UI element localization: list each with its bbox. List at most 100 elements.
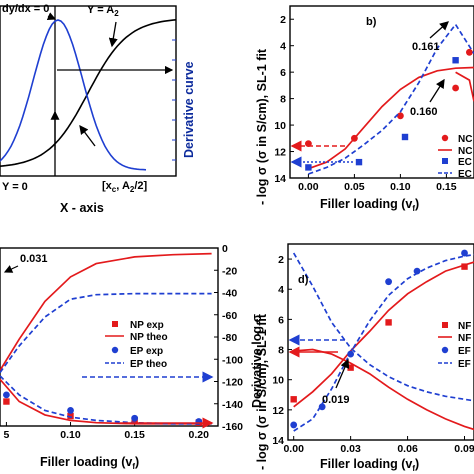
panel-c-ytick-label: -60 xyxy=(222,310,237,322)
panel-d-ytick-label: 6 xyxy=(278,314,284,326)
panel-b-data-point xyxy=(401,133,409,141)
panel-a: dy/dx = 0 Y = A2 Y = 0 [xc, A2/2] X - ax… xyxy=(0,3,196,215)
panel-c-series-line xyxy=(0,375,212,425)
panel-c-ytick-label: -80 xyxy=(222,332,237,344)
panel-c-data-point xyxy=(131,414,139,422)
panel-b-x-axis-end: ) xyxy=(415,197,419,211)
panel-a-xc-close: /2] xyxy=(134,180,147,192)
panel-d-xtick-label: 0.09 xyxy=(454,443,474,455)
panel-c-x-axis-sub: f xyxy=(132,462,135,471)
panel-c-x-axis-label: Filler loading (vf) xyxy=(40,455,139,471)
panel-c-data-point xyxy=(67,412,74,420)
panel-c: 5 0.10 0.15 0.20 -160 -140 -120 -100 -80 -60 -40 -2… xyxy=(0,243,264,471)
panel-d-data-point xyxy=(385,278,392,286)
panel-b-data-point xyxy=(452,84,459,92)
panel-b-legend-ec-exp-marker xyxy=(442,158,448,164)
panel-d-ytick-label: 2 xyxy=(278,254,284,266)
panel-c-x-axis-end: ) xyxy=(135,455,139,469)
panel-b-legend-ec-exp: EC xyxy=(458,157,472,168)
panel-d-legend-ef-theo: EF xyxy=(458,359,471,370)
panel-b-xtick-label: 0.15 xyxy=(436,181,457,193)
panel-c-xtick-label: 0.15 xyxy=(124,429,145,441)
panel-a-sigmoid-curve xyxy=(0,19,177,167)
panel-a-x-axis-label: X - axis xyxy=(60,201,104,215)
panel-c-xtick-label: 5 xyxy=(3,429,9,441)
panel-b-ytick-label: 10 xyxy=(274,120,286,132)
panel-d-ytick-label: 12 xyxy=(272,405,284,417)
panel-b-0161-arrow xyxy=(429,21,449,39)
panel-d-legend-ef-exp-marker xyxy=(441,346,449,354)
panel-c-xtick-label: 0.20 xyxy=(189,429,210,441)
panel-b-x-axis-sub: f xyxy=(412,204,415,213)
panel-d-legend: NF NF EF EF xyxy=(438,321,471,370)
panel-c-legend-ep-exp: EP exp xyxy=(130,346,163,357)
panel-b-ytick-label: 14 xyxy=(274,173,286,185)
panel-d-label: d) xyxy=(298,274,309,286)
panel-d-series-line xyxy=(293,348,474,431)
panel-d-series-line xyxy=(292,252,474,402)
panel-c-annotation-0031: 0.031 xyxy=(20,253,48,265)
panel-c-ytick-label: -140 xyxy=(222,399,243,411)
panel-a-dydx-arrow xyxy=(46,12,57,21)
panel-c-data-point xyxy=(3,398,10,405)
panel-a-a2-sub: 2 xyxy=(114,9,119,18)
panel-c-ytick-label: -160 xyxy=(222,421,243,433)
panel-d-ytick-label: 14 xyxy=(272,435,284,447)
panel-c-ytick-label: 0 xyxy=(222,243,228,255)
panel-d-legend-nf-exp: NF xyxy=(458,321,471,332)
panel-d-frame xyxy=(287,243,474,441)
panel-d-marks xyxy=(290,249,474,432)
panel-b-frame xyxy=(289,5,474,179)
panel-d-data-point xyxy=(318,403,326,411)
panel-d-data-point xyxy=(461,249,468,257)
panel-a-a2-main: Y = A xyxy=(87,4,114,16)
panel-c-frame xyxy=(0,247,219,427)
panel-d-x-axis-sub: f xyxy=(412,464,415,473)
panel-d-data-point xyxy=(290,421,298,429)
panel-b-y-axis-label: - log σ (σ in S/cm), SL-1 fit xyxy=(255,48,269,205)
panel-b-legend-nc-exp-marker xyxy=(441,134,449,142)
panel-b-marks xyxy=(305,23,474,175)
panel-b-data-point xyxy=(305,164,312,171)
panel-b-series-line xyxy=(308,66,474,170)
panel-d-annotation-0019: 0.019 xyxy=(322,394,350,406)
panel-d-x-axis-main: Filler loading (v xyxy=(320,457,412,471)
panel-c-ytick-label: -100 xyxy=(222,354,243,366)
panel-b-x-axis-main: Filler loading (v xyxy=(320,197,412,211)
panel-b-x-axis-label: Filler loading (vf) xyxy=(320,197,419,213)
panel-d-ytick-label: 4 xyxy=(278,284,284,296)
panel-c-0031-arrow xyxy=(3,265,19,273)
panel-c-ticks: 5 0.10 0.15 0.20 -160 -140 -120 -100 -80 -60 -40 -2… xyxy=(3,243,243,441)
panel-c-legend-ep-theo: EP theo xyxy=(130,359,167,370)
panel-c-legend-np-theo: NP theo xyxy=(130,332,168,343)
panel-b-xtick-label: 0.10 xyxy=(390,181,411,193)
panel-d-legend-nf-theo: NF xyxy=(458,333,471,344)
panel-b-data-point xyxy=(397,112,404,120)
panel-b-xtick-label: 0.00 xyxy=(298,181,319,193)
panel-d-data-point xyxy=(290,396,297,403)
panel-d-legend-nf-exp-marker xyxy=(442,322,448,328)
panel-a-xc-a-sub: 2 xyxy=(130,185,135,194)
panel-d-xtick-label: 0.00 xyxy=(283,443,304,455)
panel-b-series-line xyxy=(308,23,474,175)
panel-d-data-point xyxy=(347,364,354,371)
panel-c-data-point xyxy=(67,407,74,414)
panel-d: 0.00 0.03 0.06 0.09 2 4 6 8 10 12 14 d) 0.019 NF N… xyxy=(255,243,474,473)
panel-b-legend: NC NC EC EC xyxy=(438,134,472,180)
panel-d-series-line xyxy=(293,253,474,432)
panel-b-legend-ec-theo: EC xyxy=(458,169,472,180)
panel-a-frame xyxy=(0,5,177,177)
panel-c-legend-ep-exp-marker xyxy=(111,346,119,354)
panel-d-data-point xyxy=(461,263,468,270)
panel-d-y-axis-label: - log σ (σ in S/cm), SL-1 fit xyxy=(255,313,269,470)
panel-c-ytick-label: -40 xyxy=(222,288,237,300)
panel-b-0160-arrow xyxy=(429,78,445,103)
panel-b-series-line xyxy=(455,71,474,102)
panel-b-ytick-label: 4 xyxy=(280,41,286,53)
panel-d-xtick-label: 0.06 xyxy=(397,443,418,455)
panel-b-ticks: 0.00 0.05 0.10 0.15 2 4 6 8 10 12 14 xyxy=(274,14,456,193)
panel-d-ytick-label: 10 xyxy=(272,375,284,387)
panel-d-legend-ef-exp: EF xyxy=(458,346,471,357)
panel-a-y0-label: Y = 0 xyxy=(2,181,28,193)
